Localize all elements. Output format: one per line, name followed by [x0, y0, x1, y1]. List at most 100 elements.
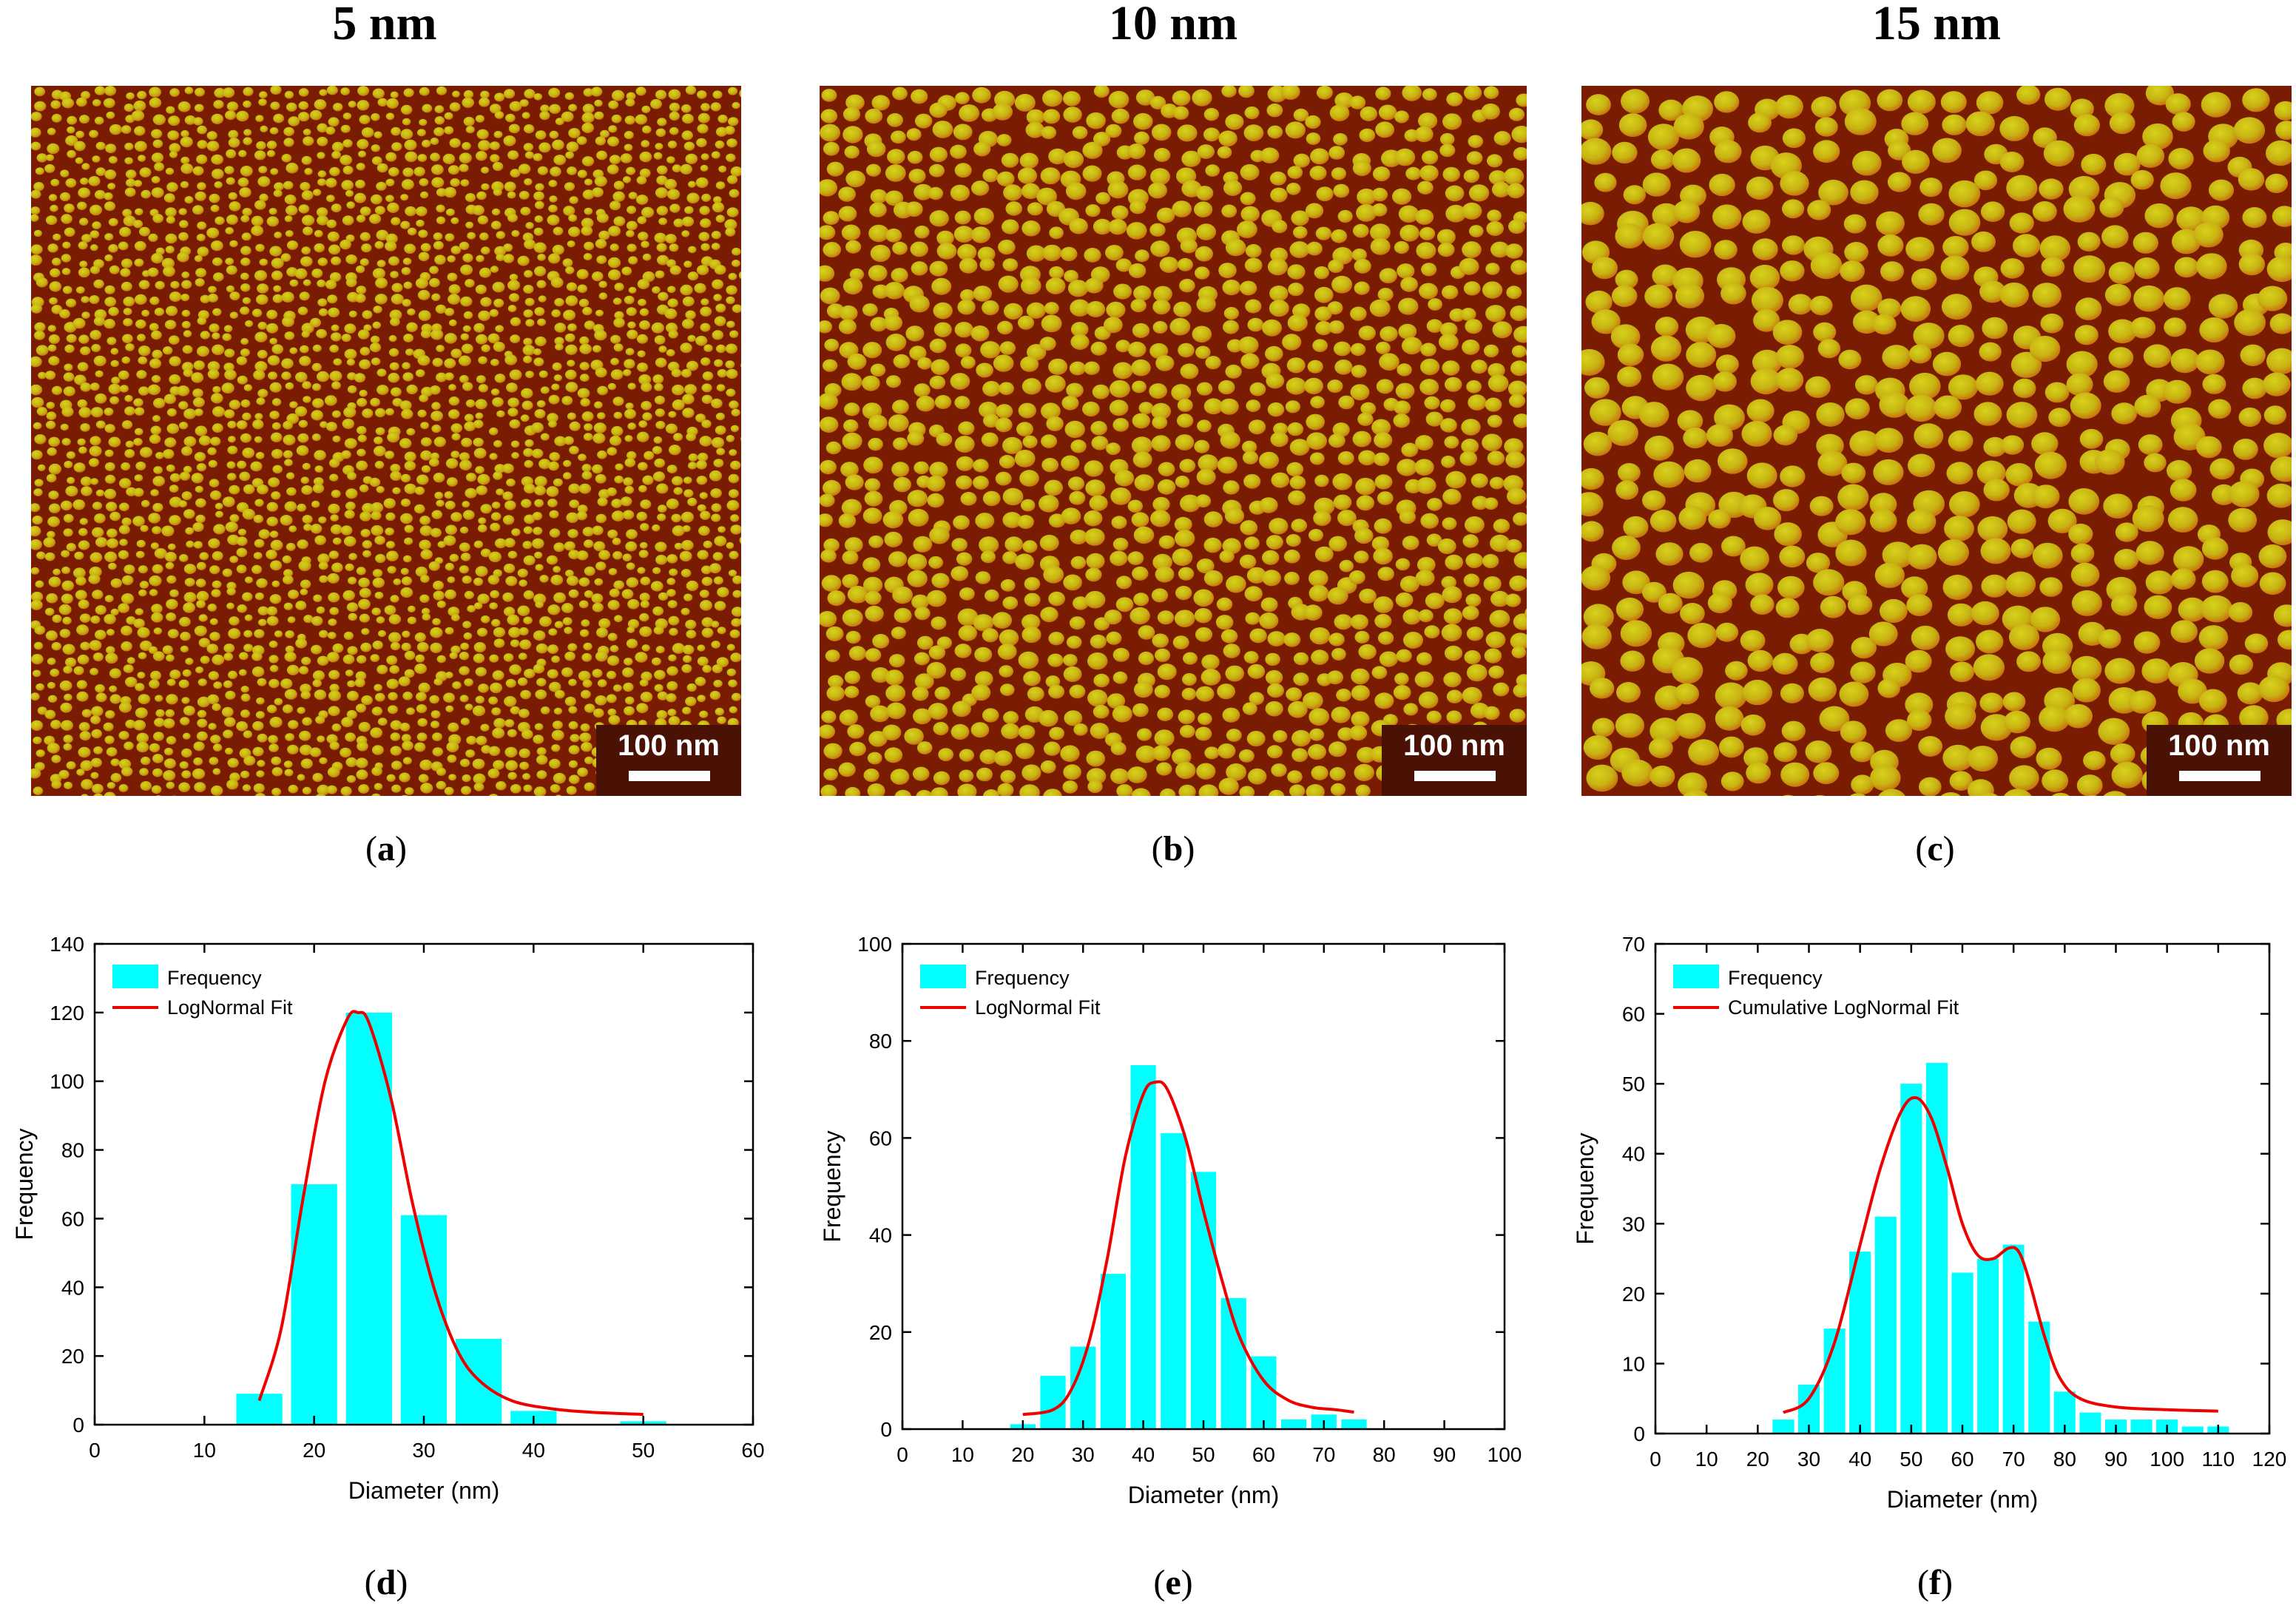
x-tick-label: 110 [2202, 1448, 2235, 1471]
x-tick-label: 50 [1192, 1443, 1215, 1466]
y-axis-label: Frequency [1572, 1132, 1598, 1244]
x-tick-label: 60 [741, 1439, 764, 1462]
panel-letter: f [1929, 1563, 1941, 1602]
paren-open: ( [1915, 829, 1928, 868]
histogram-bar [1849, 1252, 1871, 1434]
histogram-bar [2181, 1426, 2204, 1434]
x-tick-label: 30 [1797, 1448, 1820, 1471]
panel-title-15nm: 15 nm [1871, 0, 2002, 50]
x-tick-label: 0 [897, 1443, 908, 1466]
y-tick-label: 60 [869, 1127, 892, 1150]
x-tick-label: 0 [1650, 1448, 1661, 1471]
y-tick-label: 40 [869, 1224, 892, 1247]
y-tick-label: 20 [1622, 1283, 1645, 1306]
x-tick-label: 120 [2252, 1448, 2287, 1471]
scale-bar-line [2179, 771, 2260, 781]
afm-image-5nm: 100 nm [31, 86, 741, 796]
panel-title-10nm: 10 nm [1108, 0, 1238, 50]
y-tick-label: 100 [857, 933, 892, 956]
paren-open: ( [1153, 1563, 1166, 1602]
histogram-chart-d: 0 10 20 30 40 50 60 0 20 40 60 80 100 120 140 Diameter … [0, 0, 784, 1524]
histogram-bar [1772, 1419, 1794, 1434]
fit-curve [1022, 1080, 1354, 1417]
histogram-bar [1900, 1084, 1922, 1434]
panel-letter: e [1165, 1563, 1181, 1602]
paren-close: ) [1940, 1563, 1953, 1602]
paren-close: ) [396, 1563, 408, 1602]
histogram-bar [1100, 1274, 1126, 1429]
x-tick-label: 20 [1011, 1443, 1034, 1466]
scale-bar-label: 100 nm [1403, 729, 1505, 762]
histogram-bar [1341, 1419, 1367, 1429]
y-tick-label: 20 [869, 1321, 892, 1344]
y-tick-label: 70 [1622, 933, 1645, 956]
afm-image-10nm: 100 nm [820, 86, 1527, 796]
histogram-chart-f: 0 10 20 30 40 50 60 70 80 90 100 110 120 0 10 20 30 40 50 6… [1572, 933, 2287, 1513]
histogram-svg-d: 0 10 20 30 40 50 60 0 20 40 60 80 100 120 140 Diameter … [11, 933, 765, 1504]
scale-bar-label: 100 nm [618, 729, 720, 762]
paren-close: ) [395, 829, 407, 868]
histogram-bar [1977, 1258, 1999, 1434]
histogram-bar [1874, 1216, 1897, 1434]
y-axis-label: Frequency [11, 1128, 38, 1240]
paren-open: ( [1151, 829, 1164, 868]
scale-bar-line [1414, 771, 1496, 781]
histogram-bar [1130, 1065, 1156, 1429]
x-tick-label: 50 [1900, 1448, 1922, 1471]
y-tick-label: 10 [1622, 1352, 1645, 1375]
legend-bar-swatch [920, 965, 966, 988]
y-tick-label: 40 [61, 1276, 84, 1299]
x-tick-label: 60 [1252, 1443, 1275, 1466]
x-tick-label: 40 [522, 1439, 545, 1462]
x-tick-label: 80 [2053, 1448, 2076, 1471]
y-tick-label: 60 [61, 1207, 84, 1230]
scale-bar-10nm: 100 nm [1382, 725, 1527, 796]
x-tick-label: 0 [89, 1439, 101, 1462]
histogram-svg-f: 0 10 20 30 40 50 60 70 80 90 100 110 120 0 10 20 30 40 50 6… [1572, 933, 2287, 1513]
x-tick-label: 90 [2104, 1448, 2127, 1471]
x-tick-label: 100 [2150, 1448, 2184, 1471]
panel-letter: c [1927, 829, 1943, 868]
x-tick-label: 20 [303, 1439, 325, 1462]
x-tick-label: 40 [1132, 1443, 1155, 1466]
x-tick-label: 10 [1695, 1448, 1718, 1471]
histogram-bar [2002, 1244, 2025, 1434]
panel-label-b: (b) [1129, 828, 1218, 869]
histogram-svg-e: 0 10 20 30 40 50 60 70 80 90 100 0 20 40 60 80 100 Diamet… [819, 933, 1522, 1508]
x-tick-label: 70 [1312, 1443, 1335, 1466]
y-tick-label: 40 [1622, 1143, 1645, 1166]
y-tick-label: 80 [869, 1030, 892, 1053]
x-tick-label: 50 [632, 1439, 655, 1462]
panel-label-e: (e) [1129, 1562, 1218, 1603]
panel-label-d: (d) [342, 1562, 430, 1603]
panel-label-f: (f) [1891, 1562, 1979, 1603]
x-tick-label: 60 [1951, 1448, 1973, 1471]
paren-open: ( [365, 829, 377, 868]
x-tick-label: 70 [2002, 1448, 2025, 1471]
x-tick-label: 30 [412, 1439, 435, 1462]
y-tick-label: 100 [50, 1070, 84, 1093]
afm-texture-15nm [1581, 86, 2292, 796]
y-tick-label: 0 [880, 1418, 892, 1441]
paren-close: ) [1183, 829, 1195, 868]
histogram-bar [1161, 1132, 1186, 1429]
y-tick-label: 50 [1622, 1073, 1645, 1096]
x-tick-label: 90 [1433, 1443, 1456, 1466]
histogram-bar [2079, 1412, 2101, 1434]
histogram-bar [1281, 1419, 1307, 1429]
x-tick-label: 10 [951, 1443, 974, 1466]
histogram-bar [2130, 1419, 2152, 1434]
afm-grains [1581, 86, 2292, 796]
legend-fit-label: Cumulative LogNormal Fit [1728, 996, 1959, 1019]
panel-letter: d [376, 1563, 396, 1602]
paren-close: ) [1181, 1563, 1193, 1602]
y-axis-label: Frequency [819, 1130, 845, 1242]
fit-curve [257, 1010, 644, 1417]
scale-bar-15nm: 100 nm [2147, 725, 2292, 796]
afm-grains [31, 86, 741, 796]
x-axis-label: Diameter (nm) [1128, 1482, 1279, 1508]
afm-background [31, 86, 741, 796]
legend-bar-swatch [1673, 965, 1719, 988]
y-tick-label: 80 [61, 1139, 84, 1162]
histogram-bar [1951, 1272, 1973, 1434]
